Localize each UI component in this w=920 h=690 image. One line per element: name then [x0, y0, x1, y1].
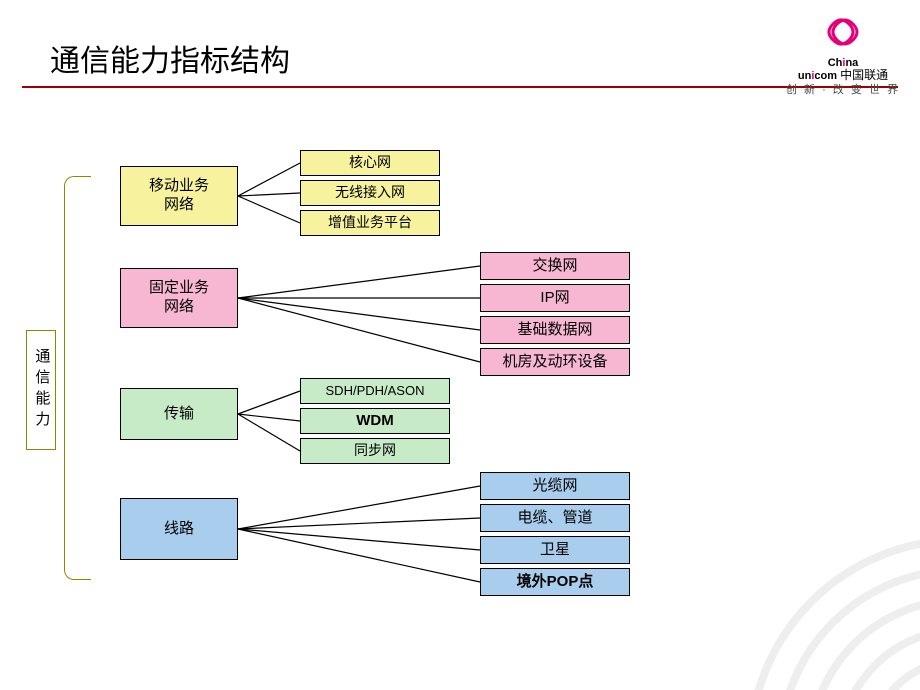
node-box: SDH/PDH/ASON [300, 378, 450, 404]
node-box: 机房及动环设备 [480, 348, 630, 376]
node-box: 同步网 [300, 438, 450, 464]
node-box: 增值业务平台 [300, 210, 440, 236]
node-box: WDM [300, 408, 450, 434]
corner-deco-icon [700, 490, 920, 690]
brand-cn: 中国联通 [840, 68, 888, 82]
node-box: 交换网 [480, 252, 630, 280]
tree-brace [64, 176, 91, 580]
node-box: 核心网 [300, 150, 440, 176]
node-box: 境外POP点 [480, 568, 630, 596]
brand-tagline: 创 新 · 改 变 世 界 [786, 84, 900, 96]
node-box: 线路 [120, 498, 238, 560]
slide-title: 通信能力指标结构 [50, 36, 290, 80]
node-box: 光缆网 [480, 472, 630, 500]
node-box: 基础数据网 [480, 316, 630, 344]
brand-logo: China unicom 中国联通 创 新 · 改 变 世 界 [786, 18, 900, 96]
root-node: 通信能力 [26, 330, 56, 450]
node-box: 电缆、管道 [480, 504, 630, 532]
title-rule [22, 86, 898, 88]
node-box: 移动业务网络 [120, 166, 238, 226]
brand-text: China unicom 中国联通 [786, 57, 900, 82]
unicom-knot-icon [821, 18, 865, 52]
node-box: 传输 [120, 388, 238, 440]
node-box: IP网 [480, 284, 630, 312]
node-box: 卫星 [480, 536, 630, 564]
node-box: 固定业务网络 [120, 268, 238, 328]
node-box: 无线接入网 [300, 180, 440, 206]
